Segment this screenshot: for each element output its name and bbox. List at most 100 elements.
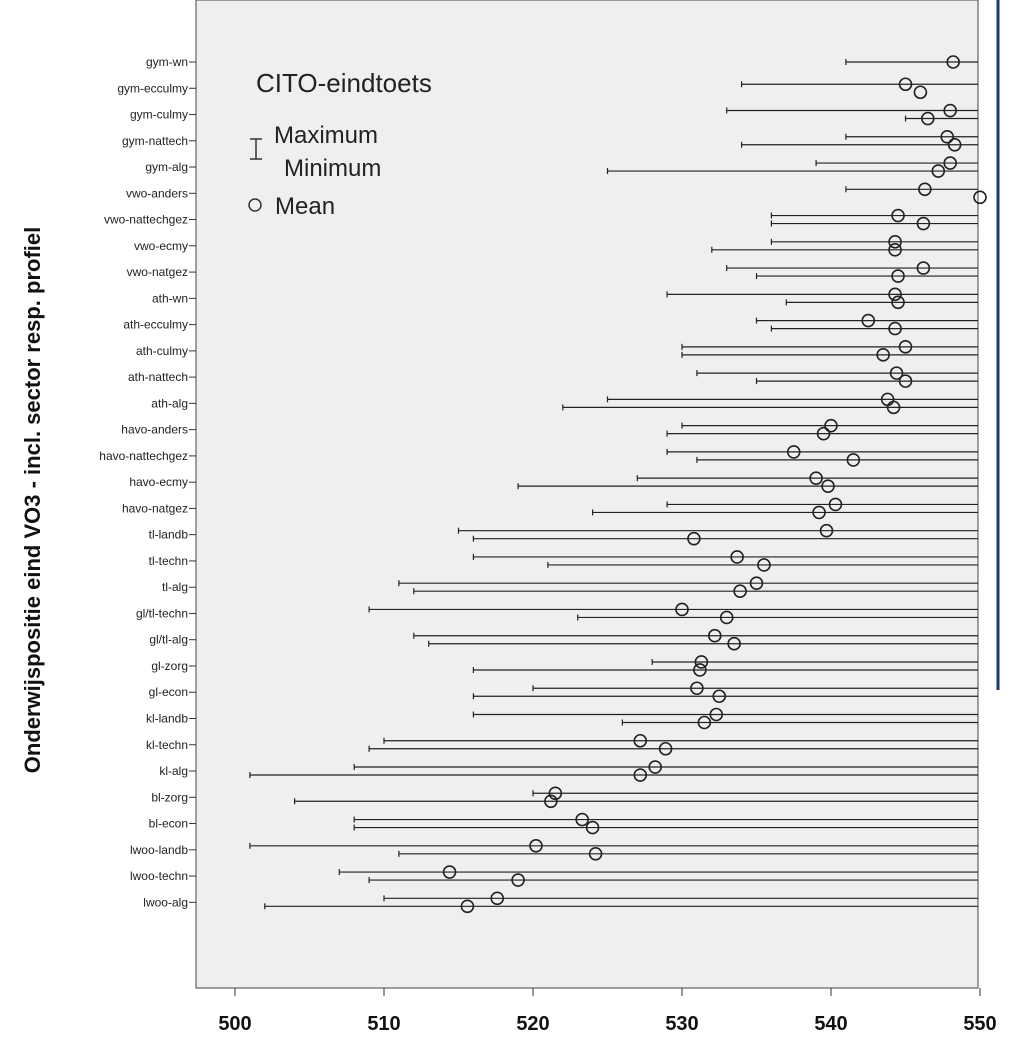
y-axis-title-group: Onderwijspositie eind VO3 - incl. sector… [20,227,45,773]
category-label: havo-anders [121,423,188,437]
mean-marker [898,77,913,92]
category-label: havo-natgez [122,501,188,515]
mean-marker [943,103,958,118]
mean-marker [918,182,932,197]
legend-title: CITO-eindtoets [256,68,432,98]
category-label: tl-techn [149,554,188,568]
legend-max-label: Maximum [274,122,378,149]
mean-marker [891,295,905,310]
mean-marker [824,418,838,433]
category-label: tl-landb [149,528,189,542]
mean-marker [898,340,913,354]
mean-marker [709,707,724,722]
mean-marker [757,558,771,572]
mean-marker [916,216,931,231]
category-label: ath-wn [152,291,188,305]
mean-marker [812,505,826,520]
series-layer [249,55,987,914]
category-label: vwo-natgez [127,265,188,279]
category-label: vwo-ecmy [134,239,188,253]
category-label: vwo-nattechgez [104,213,188,227]
mean-marker [940,129,955,144]
mean-marker [816,426,831,441]
mean-marker [821,479,835,493]
mean-marker [861,313,876,328]
mean-marker [719,610,734,625]
category-label: ath-ecculmy [123,318,188,332]
mean-marker [490,891,505,906]
x-tick-label: 510 [367,1013,400,1035]
mean-marker [442,865,457,879]
category-labels: gym-wn gym-ecculmy gym-culmy gym-nattech gym… [99,55,196,909]
category-label: kl-landb [146,712,188,726]
mean-marker [891,208,905,223]
mean-marker [633,768,648,782]
mean-marker [888,235,902,249]
mean-marker [819,523,834,538]
mean-marker [809,471,823,485]
mean-marker [888,287,902,302]
category-label: kl-alg [159,764,188,778]
mean-marker [973,190,987,205]
mean-marker [675,602,689,617]
mean-marker [648,760,662,774]
x-axis-ticks: 500 510 520 530 540 550 [218,988,997,1035]
mean-marker [687,531,701,546]
mean-marker [946,55,960,69]
category-label: havo-ecmy [129,475,188,489]
category-label: gl/tl-alg [149,633,188,647]
category-label: lwoo-alg [143,895,188,909]
category-label: ath-nattech [128,370,188,384]
category-label: gym-alg [145,160,188,174]
category-label: tl-alg [162,580,188,594]
category-label: bl-econ [149,817,188,831]
x-tick-label: 500 [218,1013,251,1035]
mean-marker [749,576,764,591]
mean-legend-icon [248,198,262,212]
mean-marker [511,873,525,887]
mean-marker [690,681,704,696]
mean-marker [898,374,913,388]
mean-marker [658,741,673,756]
mean-marker [460,899,475,914]
mean-marker [548,786,563,801]
category-label: ath-alg [151,396,188,410]
category-label: gym-nattech [122,134,188,148]
mean-marker [727,636,741,651]
category-label: gym-culmy [130,108,188,122]
mean-marker [916,261,931,275]
mean-marker [544,794,558,809]
mean-marker [913,85,928,100]
legend-mean-label: Mean [275,193,335,220]
mean-marker [575,812,589,827]
mean-marker [585,820,600,835]
mean-marker [891,269,905,283]
category-label: lwoo-landb [130,843,188,857]
mean-marker [693,663,707,677]
mean-marker [947,137,962,152]
category-label: gym-wn [146,55,188,69]
x-tick-label: 530 [665,1013,698,1035]
range-legend-icon [250,138,262,160]
category-label: bl-zorg [151,790,188,804]
x-tick-label: 550 [963,1013,996,1035]
category-label: lwoo-techn [130,869,188,883]
mean-marker [697,715,712,730]
mean-marker [733,584,747,599]
mean-marker [888,321,902,336]
mean-marker [886,400,901,415]
mean-marker [633,733,648,748]
mean-marker [943,156,958,170]
y-axis-title: Onderwijspositie eind VO3 - incl. sector… [20,227,45,773]
mean-marker [921,111,935,126]
mean-marker [931,164,946,178]
category-label: gl-econ [149,685,188,699]
category-label: gym-ecculmy [117,81,188,95]
category-label: havo-nattechgez [99,449,188,463]
mean-marker [828,497,843,512]
mean-marker [846,453,861,467]
mean-marker [888,243,902,257]
category-label: ath-culmy [136,344,188,358]
category-label: vwo-anders [126,186,188,200]
